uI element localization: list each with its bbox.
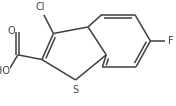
Text: O: O	[7, 26, 15, 36]
Text: F: F	[168, 36, 173, 46]
Text: Cl: Cl	[36, 2, 45, 12]
Text: S: S	[73, 85, 78, 95]
Text: HO: HO	[0, 66, 10, 76]
